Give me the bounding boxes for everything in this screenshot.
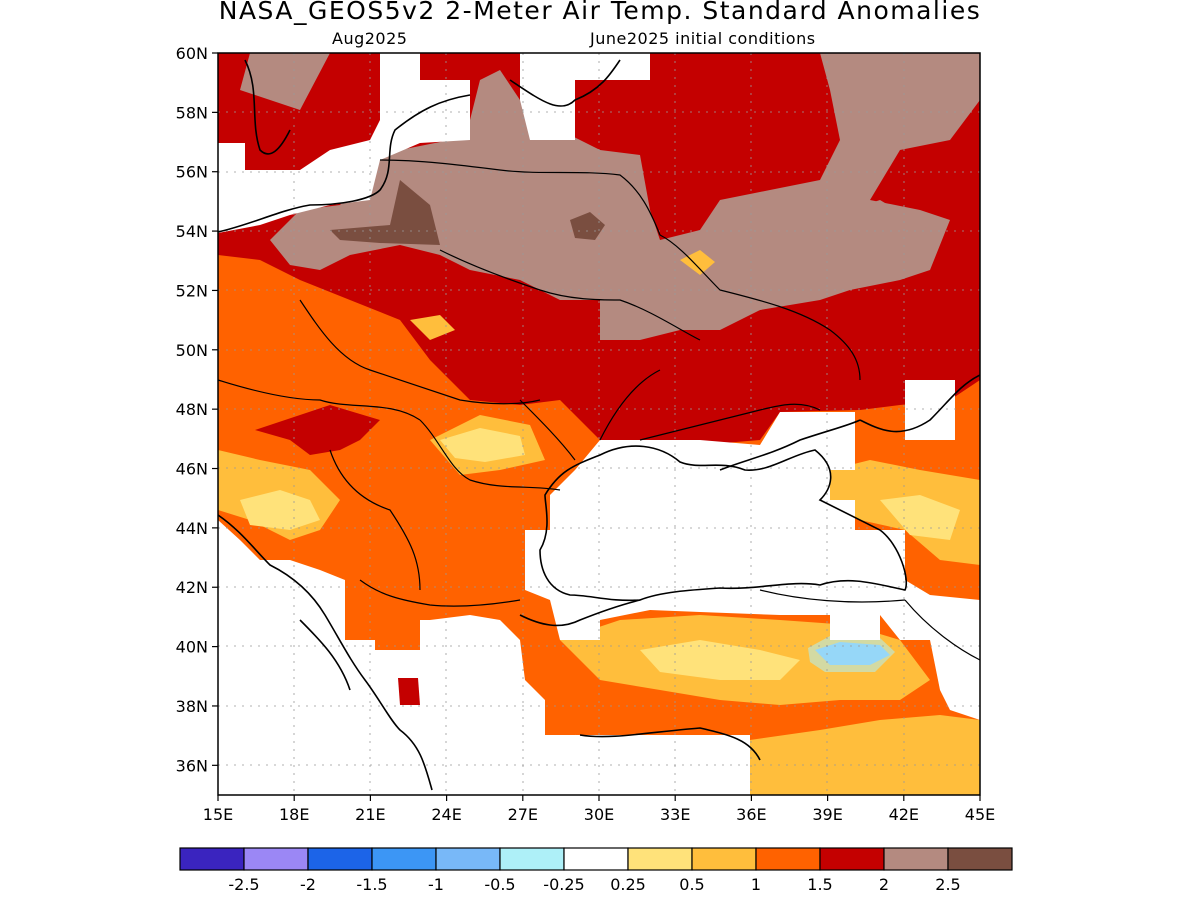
- colorbar-label: -1.5: [356, 875, 387, 894]
- lon-tick-label: 24E: [431, 805, 461, 824]
- lon-tick-label: 15E: [203, 805, 233, 824]
- field-lo-5: [750, 715, 980, 795]
- field-yel-2: [240, 490, 320, 530]
- colorbar: -2.5 -2 -1.5 -1 -0.5 -0.25 0.25 0.5 1 1.5 2 2.5: [179, 847, 1013, 894]
- colorbar-swatch: [691, 847, 757, 871]
- field-yel-3: [640, 640, 800, 680]
- colorbar-label: -0.25: [543, 875, 584, 894]
- lon-tick-label: 39E: [812, 805, 842, 824]
- colorbar-label: 0.5: [679, 875, 704, 894]
- lat-tick-label: 44N: [176, 519, 208, 538]
- lat-tick-label: 36N: [176, 756, 208, 775]
- field-red-hungary: [255, 405, 380, 455]
- colorbar-swatch: [947, 847, 1013, 871]
- field-yel-1: [440, 428, 525, 462]
- initial-conditions: June2025 initial conditions: [590, 29, 816, 48]
- field-cyan: [808, 636, 895, 672]
- lat-tick-label: 52N: [176, 281, 208, 300]
- lon-tick-label: 33E: [660, 805, 690, 824]
- field-white-sea: [525, 412, 980, 640]
- lat-tick-label: 54N: [176, 222, 208, 241]
- field-white-anatolia: [830, 615, 880, 640]
- colorbar-swatch: [179, 847, 245, 871]
- field-orange-greece: [375, 620, 420, 650]
- lat-tick-label: 56N: [176, 163, 208, 182]
- forecast-month: Aug2025: [332, 29, 408, 48]
- lon-tick-label: 21E: [355, 805, 385, 824]
- colorbar-label: 1.5: [807, 875, 832, 894]
- colorbar-swatch: [627, 847, 693, 871]
- colorbar-label: 1: [751, 875, 761, 894]
- field-brown-east: [650, 200, 930, 330]
- field-white-east: [905, 380, 955, 440]
- lat-tick-label: 48N: [176, 400, 208, 419]
- colorbar-swatch: [243, 847, 309, 871]
- lat-axis: 60N 58N 56N 54N 52N 50N 48N 46N 44N 42N 40N 38N 36N: [176, 44, 218, 775]
- lon-tick-label: 42E: [889, 805, 919, 824]
- field-lo-7: [680, 250, 715, 275]
- field-lo-6: [410, 315, 455, 340]
- lat-tick-label: 40N: [176, 638, 208, 657]
- colorbar-label: 0.25: [610, 875, 646, 894]
- lat-tick-label: 38N: [176, 697, 208, 716]
- lon-tick-label: 45E: [965, 805, 995, 824]
- lat-tick-label: 42N: [176, 578, 208, 597]
- colorbar-label: -2.5: [228, 875, 259, 894]
- colorbar-swatch: [883, 847, 949, 871]
- coastlines: [218, 59, 980, 791]
- field-yel-4: [880, 495, 960, 540]
- lat-tick-label: 50N: [176, 341, 208, 360]
- colorbar-label: -0.5: [484, 875, 515, 894]
- colorbar-swatch: [755, 847, 821, 871]
- colorbar-swatch: [499, 847, 565, 871]
- lat-tick-label: 60N: [176, 44, 208, 63]
- lon-axis: 15E 18E 21E 24E 27E 30E 33E 36E 39E 42E 45E: [203, 795, 995, 824]
- colorbar-label: 2: [879, 875, 889, 894]
- field-white-scandinavia: [218, 53, 470, 233]
- lon-tick-label: 30E: [584, 805, 614, 824]
- field-orange-turkey-w: [525, 645, 590, 735]
- anomaly-field: [218, 53, 980, 795]
- chart-title: NASA_GEOS5v2 2-Meter Air Temp. Standard …: [218, 0, 982, 25]
- lon-tick-label: 27E: [508, 805, 538, 824]
- field-red-greece: [398, 678, 420, 705]
- field-white-baltic: [520, 53, 650, 140]
- borders: [218, 159, 980, 661]
- lon-tick-label: 36E: [736, 805, 766, 824]
- field-white-turkey-se: [930, 640, 980, 720]
- colorbar-swatch: [819, 847, 885, 871]
- colorbar-swatch: [563, 847, 629, 871]
- field-dark-brown-2: [330, 180, 440, 245]
- lat-tick-label: 58N: [176, 103, 208, 122]
- colorbar-swatch: [307, 847, 373, 871]
- colorbar-label: 2.5: [935, 875, 960, 894]
- colorbar-swatch: [371, 847, 437, 871]
- lat-tick-label: 46N: [176, 460, 208, 479]
- colorbar-label: -1: [428, 875, 444, 894]
- colorbar-swatch: [435, 847, 501, 871]
- colorbar-label: -2: [300, 875, 316, 894]
- field-white-balkans: [218, 520, 750, 795]
- field-dark-brown-1: [570, 212, 605, 240]
- lon-tick-label: 18E: [279, 805, 309, 824]
